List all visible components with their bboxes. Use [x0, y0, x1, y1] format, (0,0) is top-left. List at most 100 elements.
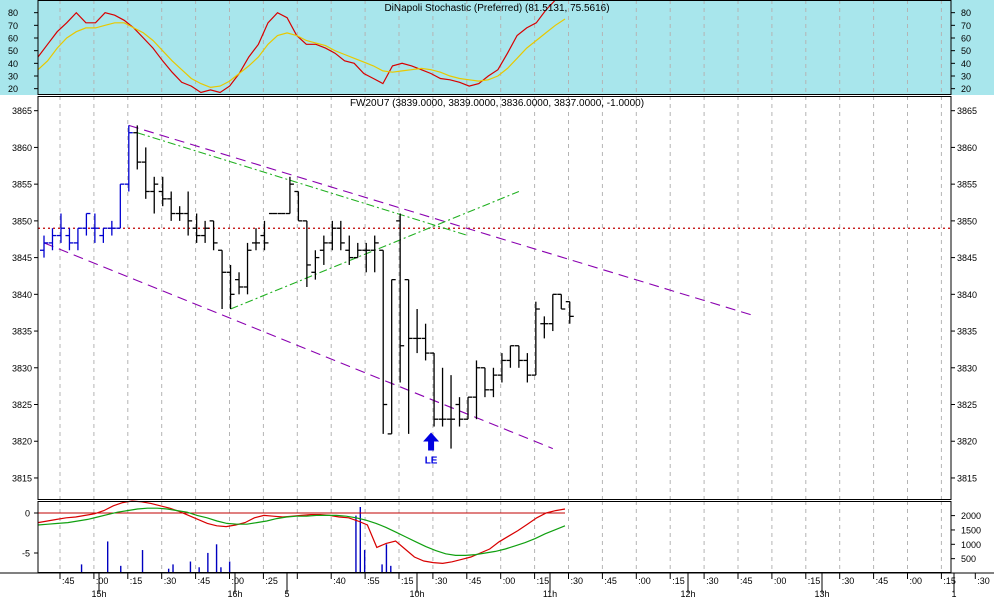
price-bar: [133, 125, 142, 170]
price-tick-label-right: 3865: [957, 106, 977, 116]
price-bar: [243, 242, 252, 295]
price-bar: [421, 323, 430, 361]
time-tick-label: :15: [401, 576, 414, 586]
price-bar: [455, 397, 464, 427]
price-bar: [387, 278, 396, 435]
stochastic-tick-label-right: 80: [961, 8, 971, 18]
stochastic-lines: [37, 0, 566, 94]
price-tick-label-left: 3845: [12, 253, 32, 263]
price-bar: [497, 353, 506, 383]
volume-bars: [80, 507, 392, 573]
price-bar: [353, 242, 362, 259]
price-bar: [302, 220, 311, 287]
price-bar: [345, 235, 354, 265]
stochastic-tick-label-left: 70: [8, 21, 18, 31]
stochastic-panel: 80 80 70 70 60 60 50 50 40 40 30 30 20 20 DiNapoli St…: [0, 0, 994, 95]
price-bar: [209, 220, 218, 251]
price-bar: [362, 242, 371, 273]
stochastic-y-axis: 80 80 70 70 60 60 50 50 40 40 30 30 20 20: [8, 8, 971, 94]
price-bar: [557, 293, 566, 310]
stochastic-tick-label-left: 80: [8, 8, 18, 18]
price-tick-label-left: 3850: [12, 216, 32, 226]
price-bar: [311, 250, 320, 280]
price-bar: [396, 213, 405, 383]
time-major-label: 5: [284, 589, 289, 599]
price-tick-label-right: 3855: [957, 180, 977, 190]
time-tick-label: :45: [876, 576, 889, 586]
price-bar: [523, 353, 532, 383]
oscillator-panel: 0 -5 2000 1500 1000 500: [22, 500, 981, 573]
time-tick-label: :00: [638, 576, 651, 586]
price-tick-label-left: 3830: [12, 363, 32, 373]
stochastic-title: DiNapoli Stochastic (Preferred) (81.5131…: [384, 3, 609, 14]
le-signal-label: LE: [425, 456, 438, 467]
time-tick-label: :00: [503, 576, 516, 586]
price-bar: [40, 235, 48, 258]
price-bar: [192, 213, 201, 243]
price-tick-label-right: 3840: [957, 290, 977, 300]
price-bar: [252, 228, 260, 251]
time-tick-label: :30: [571, 576, 584, 586]
price-bar: [540, 316, 549, 339]
price-tick-label-left: 3835: [12, 327, 32, 337]
time-major-label: 12h: [680, 589, 695, 599]
oscillator-y-axis: 0 -5 2000 1500 1000 500: [22, 509, 981, 565]
price-bar: [370, 235, 379, 273]
price-bar: [447, 375, 456, 449]
price-bar: [285, 176, 294, 215]
volume-tick-label-right: 1500: [961, 525, 981, 535]
price-bar: [226, 264, 235, 310]
price-bar: [124, 125, 133, 192]
price-bar: [184, 191, 193, 236]
time-major-label: 13h: [814, 589, 829, 599]
price-bar: [413, 309, 422, 354]
price-tick-label-left: 3825: [12, 400, 32, 410]
price-bar: [464, 396, 472, 420]
price-tick-label-right: 3820: [957, 437, 977, 447]
time-tick-label: :30: [435, 576, 448, 586]
time-tick-label: :45: [198, 576, 211, 586]
time-tick-label: :45: [740, 576, 753, 586]
volume-tick-label-right: 1000: [961, 540, 981, 550]
time-tick-label: :45: [469, 576, 482, 586]
price-bar: [99, 227, 108, 243]
price-tick-label-right: 3850: [957, 216, 977, 226]
price-bar: [90, 213, 99, 243]
time-tick-label: :30: [842, 576, 855, 586]
oscillator-fast-line: [37, 500, 566, 565]
time-tick-label: :40: [333, 576, 346, 586]
price-tick-label-left: 3860: [12, 143, 32, 153]
volume-tick-label-right: 2000: [961, 511, 981, 521]
price-tick-label-left: 3855: [12, 180, 32, 190]
price-bar: [218, 249, 227, 310]
panel-border: [37, 501, 952, 573]
price-tick-label-left: 3815: [12, 473, 32, 483]
price-tick-label-left: 3840: [12, 290, 32, 300]
stochastic-fast-line: [37, 0, 558, 94]
price-bar: [235, 272, 244, 295]
price-bar: [531, 301, 540, 376]
price-tick-label-right: 3845: [957, 253, 977, 263]
price-bar: [514, 345, 523, 368]
price-bar: [158, 176, 167, 207]
price-bar: [201, 220, 210, 243]
price-bar: [73, 227, 82, 251]
price-tick-label-right: 3835: [957, 327, 977, 337]
price-bar: [506, 345, 515, 368]
volume-tick-label-right: 500: [961, 554, 976, 564]
price-bar: [548, 293, 557, 332]
time-tick-label: :30: [977, 576, 990, 586]
time-tick-label: :25: [265, 576, 278, 586]
price-bar: [141, 147, 150, 199]
price-bar: [565, 301, 574, 324]
green-upper-line: [137, 132, 469, 237]
price-bar: [328, 220, 337, 251]
price-bar: [167, 191, 176, 221]
time-tick-label: :00: [232, 576, 245, 586]
oscillator-lines: [37, 500, 566, 565]
time-major-label: 1: [951, 589, 956, 599]
price-bar: [472, 360, 481, 420]
stochastic-tick-label-right: 50: [961, 46, 971, 56]
price-bar: [404, 278, 413, 434]
